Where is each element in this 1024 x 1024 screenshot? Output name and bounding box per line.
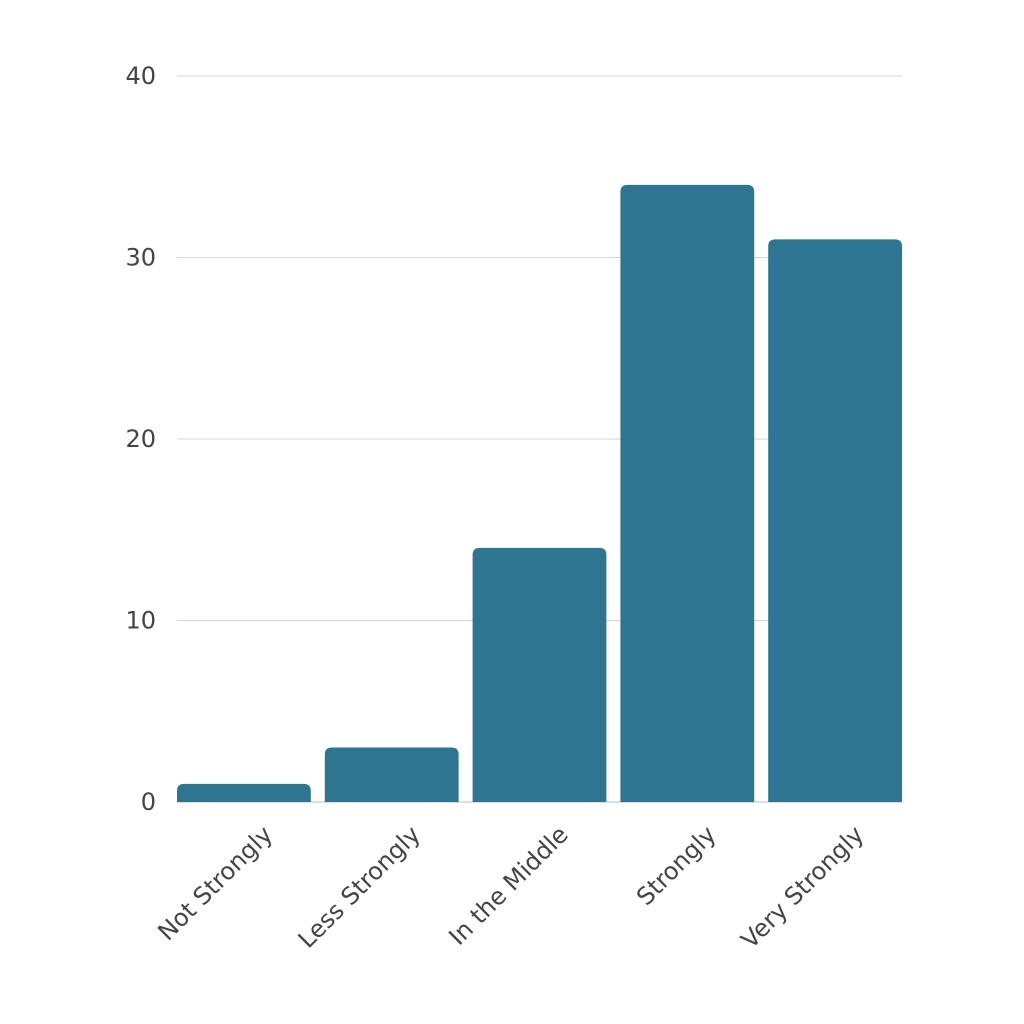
bar (472, 547, 607, 802)
bar (177, 783, 311, 802)
bars (177, 184, 902, 803)
x-tick-label: Very Strongly (736, 820, 870, 954)
y-tick-label: 0 (141, 788, 156, 816)
x-tick-label: Not Strongly (153, 820, 279, 946)
x-axis-ticks: Not Strongly Less Strongly In the Middle St… (153, 820, 870, 954)
y-tick-label: 40 (125, 62, 156, 90)
y-tick-label: 30 (125, 244, 156, 272)
y-axis-ticks: 0 10 20 30 40 (125, 62, 156, 816)
x-tick-label: In the Middle (443, 820, 573, 950)
y-tick-label: 20 (125, 425, 156, 453)
x-tick-label: Strongly (631, 820, 721, 910)
x-tick-label: Less Strongly (293, 820, 426, 953)
bar (620, 184, 755, 802)
bar (324, 747, 459, 802)
bar (768, 239, 902, 803)
y-tick-label: 10 (125, 607, 156, 635)
